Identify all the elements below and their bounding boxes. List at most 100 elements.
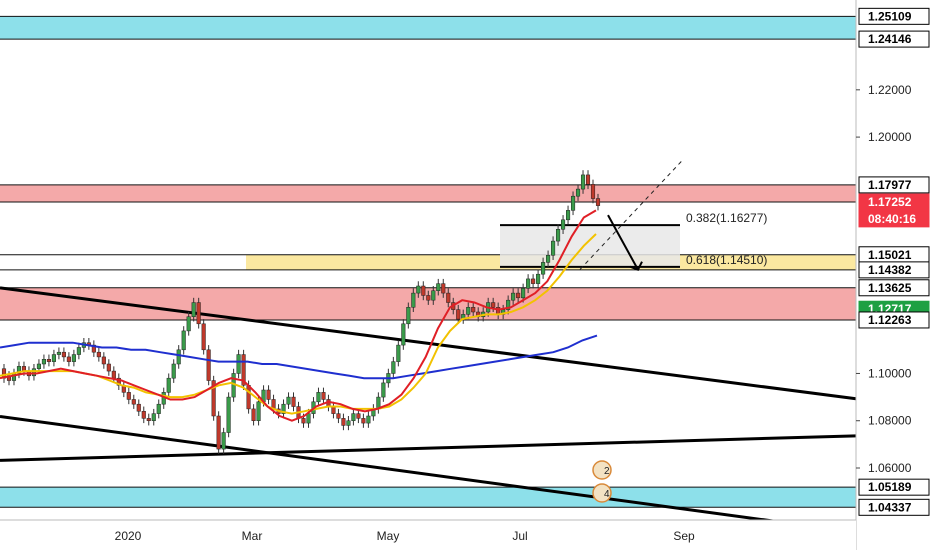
candle-body xyxy=(126,392,131,400)
candle-body xyxy=(336,413,341,419)
price-label: 1.24146 xyxy=(868,32,912,46)
candle-body xyxy=(321,392,326,400)
bottom-cyan-zone xyxy=(0,487,856,508)
candle-body xyxy=(66,356,71,362)
candle-body xyxy=(266,389,271,400)
candle-body xyxy=(351,413,356,421)
candle-body xyxy=(216,415,221,450)
candle-body xyxy=(201,323,206,351)
candle-body xyxy=(236,354,241,374)
candle-body xyxy=(511,292,516,301)
candle-body xyxy=(446,292,451,303)
candle-body xyxy=(541,262,546,275)
trend-extension-dashed xyxy=(579,160,683,270)
candle-body xyxy=(531,278,536,284)
candle-body xyxy=(561,219,566,230)
time-axis: 2020 Mar May Jul Sep xyxy=(0,519,856,550)
candle-body xyxy=(471,307,476,313)
ma-blue-line xyxy=(0,334,598,380)
candle-body xyxy=(416,285,421,294)
candle-body xyxy=(76,347,81,355)
candle-body xyxy=(156,403,161,414)
candle-body xyxy=(41,359,46,365)
time-tick-label: Jul xyxy=(512,529,527,543)
time-tick-label: May xyxy=(377,529,400,543)
candle-body xyxy=(46,359,51,362)
price-label: 1.15021 xyxy=(868,248,912,262)
candle-body xyxy=(306,413,311,424)
projection-arrow-head xyxy=(629,261,643,271)
candle-body xyxy=(71,354,76,362)
price-label: 1.12263 xyxy=(868,313,912,327)
price-label: 1.25109 xyxy=(868,9,912,23)
price-label-box xyxy=(858,193,930,211)
candle-body xyxy=(241,354,246,386)
candle-body xyxy=(491,302,496,308)
projection-arrow-line xyxy=(607,214,639,271)
candle-body xyxy=(431,290,436,301)
fib-level-label-1: 0.618(1.14510) xyxy=(686,253,767,267)
fib-level-label-0: 0.382(1.16277) xyxy=(686,211,767,225)
price-label-box xyxy=(858,30,930,48)
candle-body xyxy=(441,283,446,294)
candle-body xyxy=(221,432,226,450)
candle-body xyxy=(536,273,541,284)
price-tick-label: 1.20000 xyxy=(868,130,912,144)
candle-body xyxy=(151,413,156,421)
candle-body xyxy=(206,349,211,381)
price-label: 1.17252 xyxy=(868,195,912,209)
price-label-box xyxy=(858,498,930,516)
candle-body xyxy=(181,330,186,351)
candle-body xyxy=(171,363,176,379)
candle-body xyxy=(381,382,386,398)
channels-layer xyxy=(0,286,857,534)
candle-body xyxy=(36,363,41,369)
candle-body xyxy=(91,344,96,353)
candles-layer xyxy=(1,170,601,454)
candle-body xyxy=(331,406,336,414)
candle-body xyxy=(341,418,346,426)
time-tick-label: 2020 xyxy=(115,529,142,543)
time-tick-label: Mar xyxy=(242,529,263,543)
candle-body xyxy=(96,351,101,358)
price-label: 1.17977 xyxy=(868,178,912,192)
candle-body xyxy=(396,344,401,362)
annotations-layer: 24 xyxy=(579,160,683,503)
candle-body xyxy=(466,307,471,315)
candle-body xyxy=(570,195,576,211)
candle-body xyxy=(575,188,581,197)
candle-body xyxy=(291,396,296,407)
channel-line-3 xyxy=(0,434,857,462)
candle-body xyxy=(456,309,461,320)
candle-body xyxy=(101,356,106,365)
candle-body xyxy=(556,229,561,242)
candle-body xyxy=(316,392,321,403)
candle-body xyxy=(211,380,216,417)
price-tick-label: 1.22000 xyxy=(868,83,912,97)
price-label-box xyxy=(858,210,930,228)
candle-body xyxy=(251,408,256,421)
candle-body xyxy=(176,349,181,365)
fibonacci-layer: 0.382(1.16277) 0.618(1.14510) xyxy=(500,211,767,268)
candle-body xyxy=(116,377,121,386)
candle-body xyxy=(521,288,526,299)
price-label-box xyxy=(858,176,930,194)
candle-body xyxy=(356,413,361,419)
candle-body xyxy=(281,403,286,414)
candle-body xyxy=(406,307,411,325)
top-cyan-zone xyxy=(0,16,856,40)
candle-body xyxy=(31,368,36,377)
price-label: 08:40:16 xyxy=(868,212,916,226)
upper-red-zone xyxy=(0,184,856,203)
candle-body xyxy=(61,351,66,358)
candle-body xyxy=(226,396,231,433)
price-label: 1.14382 xyxy=(868,263,912,277)
ma-red-line xyxy=(0,209,597,422)
candle-body xyxy=(346,420,351,426)
candle-body xyxy=(585,174,591,185)
candle-body xyxy=(516,292,521,299)
event-icon-label-1: 2 xyxy=(604,466,610,477)
candle-body xyxy=(566,210,571,221)
candle-body xyxy=(246,385,251,410)
price-axis: 1.22000 1.20000 1.10000 1.08000 1.06000 1.251… xyxy=(855,0,932,550)
